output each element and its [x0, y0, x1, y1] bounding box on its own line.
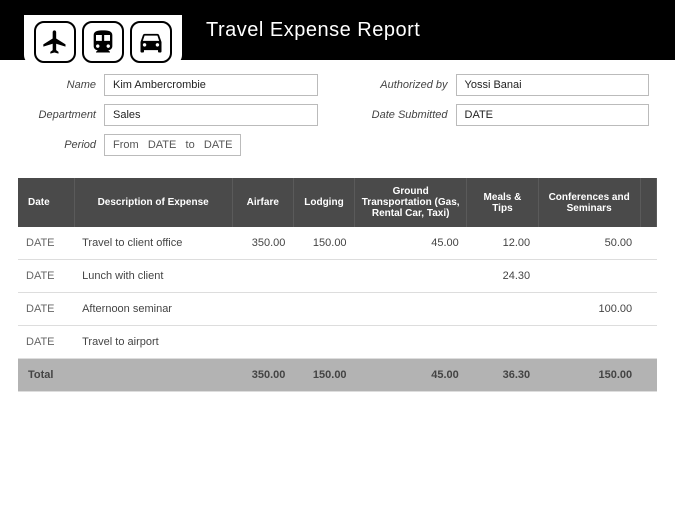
table-row: DATETravel to airport: [18, 326, 657, 359]
form-area: Name Kim Ambercrombie Department Sales P…: [0, 60, 675, 174]
cell-lodging: 150.00: [293, 227, 354, 260]
period-label: Period: [26, 139, 96, 151]
cell-ground: [355, 293, 467, 326]
cell-date: DATE: [18, 227, 74, 260]
total-extra: [640, 359, 656, 392]
department-label: Department: [26, 109, 96, 121]
total-label: Total: [18, 359, 74, 392]
cell-extra: [640, 260, 656, 293]
th-lodging: Lodging: [293, 178, 354, 227]
th-date: Date: [18, 178, 74, 227]
period-to-value: DATE: [204, 139, 233, 151]
table-row: DATETravel to client office350.00150.004…: [18, 227, 657, 260]
cell-conf: 50.00: [538, 227, 640, 260]
cell-date: DATE: [18, 326, 74, 359]
cell-meals: 12.00: [467, 227, 538, 260]
expense-table: Date Description of Expense Airfare Lodg…: [18, 178, 657, 392]
cell-conf: [538, 326, 640, 359]
total-meals: 36.30: [467, 359, 538, 392]
total-conf: 150.00: [538, 359, 640, 392]
total-airfare: 350.00: [232, 359, 293, 392]
th-desc: Description of Expense: [74, 178, 232, 227]
cell-lodging: [293, 293, 354, 326]
th-conf: Conferences and Seminars: [538, 178, 640, 227]
cell-meals: [467, 326, 538, 359]
cell-conf: 100.00: [538, 293, 640, 326]
cell-airfare: [232, 293, 293, 326]
cell-desc: Travel to airport: [74, 326, 232, 359]
cell-lodging: [293, 260, 354, 293]
total-row: Total 350.00 150.00 45.00 36.30 150.00: [18, 359, 657, 392]
total-lodging: 150.00: [293, 359, 354, 392]
th-meals: Meals & Tips: [467, 178, 538, 227]
period-from-value: DATE: [148, 139, 177, 151]
plane-icon: [34, 21, 76, 63]
cell-ground: [355, 326, 467, 359]
department-field[interactable]: Sales: [104, 104, 318, 126]
table-row: DATELunch with client 24.30: [18, 260, 657, 293]
table-header-row: Date Description of Expense Airfare Lodg…: [18, 178, 657, 227]
cell-ground: 45.00: [355, 227, 467, 260]
authorized-label: Authorized by: [358, 79, 448, 91]
authorized-field[interactable]: Yossi Banai: [456, 74, 650, 96]
th-ground: Ground Transportation (Gas, Rental Car, …: [355, 178, 467, 227]
cell-desc: Travel to client office: [74, 227, 232, 260]
period-from-label: From: [113, 139, 139, 151]
cell-meals: 24.30: [467, 260, 538, 293]
name-label: Name: [26, 79, 96, 91]
cell-desc: Afternoon seminar: [74, 293, 232, 326]
cell-extra: [640, 326, 656, 359]
car-icon: [130, 21, 172, 63]
cell-desc: Lunch with client: [74, 260, 232, 293]
cell-lodging: [293, 326, 354, 359]
header-bar: Travel Expense Report: [0, 0, 675, 60]
name-field[interactable]: Kim Ambercrombie: [104, 74, 318, 96]
period-field[interactable]: From DATE to DATE: [104, 134, 241, 156]
submitted-field[interactable]: DATE: [456, 104, 650, 126]
cell-airfare: [232, 260, 293, 293]
cell-date: DATE: [18, 293, 74, 326]
th-extra: [640, 178, 656, 227]
period-to-label: to: [186, 139, 195, 151]
cell-airfare: 350.00: [232, 227, 293, 260]
report-title: Travel Expense Report: [206, 19, 420, 42]
cell-airfare: [232, 326, 293, 359]
transport-icon-group: [24, 15, 182, 65]
cell-extra: [640, 227, 656, 260]
cell-date: DATE: [18, 260, 74, 293]
cell-meals: [467, 293, 538, 326]
total-ground: 45.00: [355, 359, 467, 392]
th-airfare: Airfare: [232, 178, 293, 227]
cell-ground: [355, 260, 467, 293]
train-icon: [82, 21, 124, 63]
cell-conf: [538, 260, 640, 293]
submitted-label: Date Submitted: [358, 109, 448, 121]
total-desc: [74, 359, 232, 392]
cell-extra: [640, 293, 656, 326]
table-row: DATEAfternoon seminar 100.00: [18, 293, 657, 326]
